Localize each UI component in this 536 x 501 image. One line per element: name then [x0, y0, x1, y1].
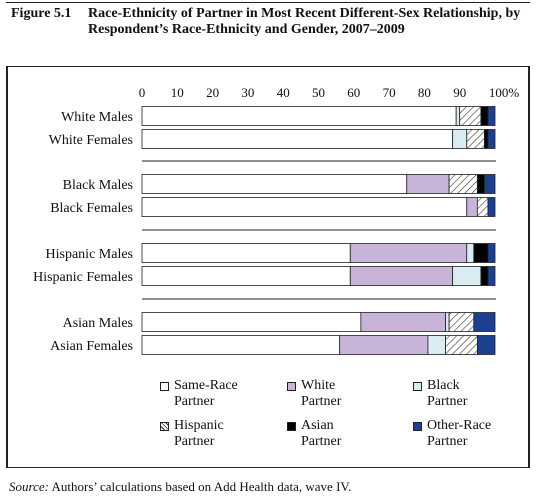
legend: Same-Race Partner White Partner Black Partner… [160, 378, 520, 458]
stacked-bar-chart: 0 10 20 30 40 50 60 70 80 90 100% White MalesWhite… [33, 85, 520, 355]
bars [141, 106, 496, 355]
legend-item-hispanic: Hispanic Partner [160, 418, 264, 450]
figure-number: Figure 5.1 [11, 6, 72, 21]
bar-segment-hispanic [459, 106, 482, 126]
bar-segment-other-race [476, 335, 496, 355]
source-rule [6, 467, 530, 468]
bar-segment-same-race [141, 266, 351, 286]
x-tick-label: 0 [139, 85, 146, 100]
legend-swatch [160, 422, 169, 431]
bar-segment-white [360, 312, 446, 332]
row-label: Black Females [50, 201, 133, 216]
bar-segment-other-race [487, 129, 496, 149]
bar-segment-same-race [141, 174, 408, 194]
x-tick-label: 20 [206, 85, 219, 100]
bar-segment-asian [480, 106, 489, 126]
bar-segment-white [339, 335, 429, 355]
bar-segment-same-race [141, 335, 341, 355]
bar-segment-white [349, 266, 454, 286]
legend-label: Black Partner [427, 378, 468, 409]
bar-segment-white [406, 174, 450, 194]
legend-swatch [287, 382, 296, 391]
legend-item-asian: Asian Partner [287, 418, 391, 450]
bar-segment-hispanic [445, 335, 478, 355]
bar-segment-same-race [141, 106, 457, 126]
group-separators [142, 160, 496, 300]
x-tick-label: 30 [241, 85, 254, 100]
row-labels: White Males White Females Black Males Black… [33, 110, 133, 354]
legend-item-white: White Partner [287, 378, 391, 410]
bar-segment-black [455, 106, 461, 126]
bar-segment-same-race [141, 312, 362, 332]
x-tick-label: 40 [277, 85, 290, 100]
row-label: White Males [61, 110, 133, 125]
x-tick-label: 70 [383, 85, 396, 100]
bar-segment-other-race [484, 174, 496, 194]
bar-segment-black [452, 129, 468, 149]
bar-segment-black [427, 335, 446, 355]
bar-segment-other-race [487, 266, 496, 286]
bar-segment-black [466, 243, 475, 263]
bar-segment-asian [473, 243, 489, 263]
figure-title: Race-Ethnicity of Partner in Most Recent… [88, 6, 521, 37]
legend-swatch [160, 382, 169, 391]
bar-segment-white [466, 197, 478, 217]
legend-label: White Partner [301, 378, 342, 409]
legend-label: Other-Race Partner [427, 418, 492, 449]
row-label: Asian Males [63, 316, 133, 331]
bar-segment-black [445, 312, 450, 332]
x-tick-label: 90 [453, 85, 466, 100]
legend-item-black: Black Partner [413, 378, 517, 410]
legend-swatch [413, 422, 422, 431]
source-text: Authors’ calculations based on Add Healt… [48, 479, 352, 494]
left-border [6, 66, 8, 467]
bar-segment-hispanic [448, 174, 478, 194]
bar-segment-asian [480, 266, 489, 286]
row-label: Black Males [63, 178, 133, 193]
x-tick-label: 60 [347, 85, 360, 100]
x-axis-ticks: 0 10 20 30 40 50 60 70 80 90 100% [139, 85, 520, 100]
bar-segment-black [452, 266, 482, 286]
source-prefix: Source: [9, 479, 49, 494]
bar-segment-same-race [141, 197, 468, 217]
bar-segment-same-race [141, 243, 351, 263]
legend-item-other-race: Other-Race Partner [413, 418, 517, 450]
right-border [528, 66, 530, 467]
x-tick-label: 100% [489, 85, 520, 100]
source-note: Source: Authors’ calculations based on A… [9, 479, 351, 495]
legend-item-same-race: Same-Race Partner [160, 378, 264, 410]
bar-segment-asian [476, 174, 485, 194]
bar-segment-hispanic [448, 312, 475, 332]
x-tick-label: 10 [171, 85, 184, 100]
legend-label: Same-Race Partner [174, 378, 238, 409]
bar-segment-hispanic [476, 197, 489, 217]
x-tick-label: 80 [418, 85, 431, 100]
bar-segment-white [349, 243, 468, 263]
title-rule [6, 66, 530, 67]
bar-segment-other-race [487, 197, 496, 217]
legend-swatch [413, 382, 422, 391]
bar-segment-other-race [473, 312, 496, 332]
legend-label: Asian Partner [301, 418, 342, 449]
bar-segment-hispanic [466, 129, 485, 149]
bar-segment-same-race [141, 129, 454, 149]
bar-segment-other-race [487, 106, 496, 126]
top-rule [6, 2, 530, 3]
row-label: Hispanic Females [33, 270, 133, 285]
legend-label: Hispanic Partner [174, 418, 224, 449]
bar-segment-asian [484, 129, 489, 149]
x-tick-label: 50 [312, 85, 325, 100]
row-label: Asian Females [50, 339, 133, 354]
bar-segment-other-race [487, 243, 496, 263]
legend-swatch [287, 422, 296, 431]
row-label: White Females [49, 133, 133, 148]
row-label: Hispanic Males [46, 247, 133, 262]
